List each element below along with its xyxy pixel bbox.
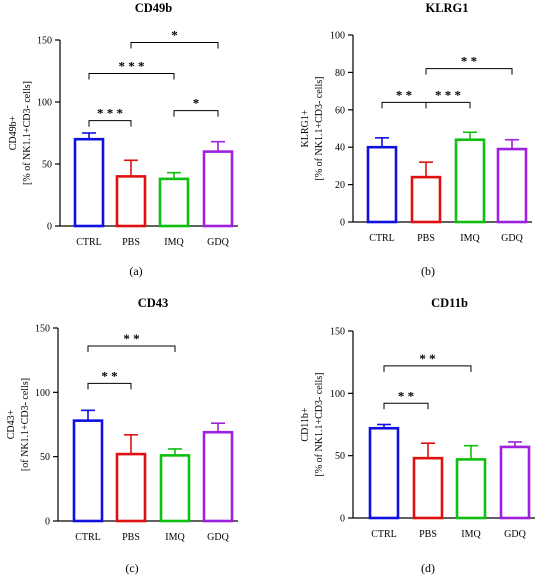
chart-panel-3: CD43 0 50 100 150 CD43+ [of NK1.1+CD3- cells] C… <box>6 296 238 575</box>
y-tick-label: 0 <box>340 218 345 229</box>
chart-title: CD43 <box>138 296 169 310</box>
bar <box>159 454 191 523</box>
significance-bracket <box>173 110 219 117</box>
x-tick-label: CTRL <box>369 233 395 244</box>
x-tick-label: IMQ <box>460 233 480 244</box>
y-tick-label: 0 <box>45 517 50 528</box>
x-tick-label: PBS <box>417 233 435 244</box>
bar <box>412 456 444 520</box>
significance-bracket <box>425 68 513 75</box>
y-tick-label: 100 <box>330 31 345 42</box>
significance-bracket <box>88 120 132 127</box>
significance-bracket <box>383 402 429 410</box>
y-tick-label: 150 <box>35 324 50 335</box>
significance-bracket <box>425 101 471 109</box>
significance-bracket <box>383 365 472 372</box>
y-tick-label: 150 <box>37 36 52 47</box>
bar <box>496 147 528 224</box>
x-tick-label: PBS <box>122 237 140 248</box>
chart-title: CD11b <box>431 296 468 310</box>
chart-title: KLRG1 <box>425 1 468 15</box>
bar <box>158 177 190 228</box>
chart-title: CD49b <box>135 1 173 15</box>
significance-label: * * <box>461 54 477 69</box>
y-tick-label: 40 <box>335 143 345 154</box>
x-tick-label: IMQ <box>461 529 481 540</box>
y-tick-label: 50 <box>40 452 50 463</box>
x-tick-label: CTRL <box>371 529 397 540</box>
x-tick-label: GDQ <box>207 237 229 248</box>
y-axis-label-line2: [% of NK1.1+CD3- cells] <box>314 77 325 181</box>
significance-label: * * * <box>119 58 145 73</box>
significance-label: * <box>193 96 200 111</box>
y-tick-label: 100 <box>330 389 345 400</box>
y-tick-label: 60 <box>335 105 345 116</box>
chart-panel-2: KLRG1 0 20 40 60 80 100 KLRG1+ [% of NK1.1+CD3- … <box>300 1 532 278</box>
significance-label: * * <box>419 351 435 366</box>
x-tick-label: GDQ <box>504 529 526 540</box>
x-tick-label: PBS <box>122 532 140 543</box>
x-tick-label: CTRL <box>75 532 101 543</box>
y-axis-label: CD43+ <box>6 409 17 439</box>
y-tick-label: 150 <box>330 327 345 338</box>
significance-label: * * <box>123 331 139 346</box>
bar <box>454 138 486 224</box>
bar <box>455 458 487 520</box>
y-tick-label: 100 <box>35 388 50 399</box>
x-tick-label: GDQ <box>501 233 523 244</box>
y-tick-label: 80 <box>335 68 345 79</box>
y-tick-label: 0 <box>47 222 52 233</box>
bar <box>73 137 105 228</box>
significance-label: * * <box>398 388 414 403</box>
y-axis-label: CD49b+ <box>8 115 19 150</box>
significance-bracket <box>130 41 219 49</box>
significance-label: * * * <box>97 106 123 121</box>
y-tick-label: 50 <box>335 451 345 462</box>
significance-label: * * * <box>435 87 461 102</box>
bar <box>499 445 531 520</box>
significance-bracket <box>88 72 175 80</box>
significance-bracket <box>381 101 427 109</box>
significance-label: * * <box>396 87 412 102</box>
y-axis-label-line2: [of NK1.1+CD3- cells] <box>20 378 31 471</box>
bar <box>72 419 104 523</box>
significance-label: * <box>171 27 178 42</box>
significance-bracket <box>87 382 132 390</box>
bar <box>202 430 234 523</box>
chart-panel-1: CD49b 0 50 100 150 CD49b+ [% of NK1.1+CD3- cel… <box>8 1 238 278</box>
y-axis-label: KLRG1+ <box>300 109 311 147</box>
bar <box>410 175 442 224</box>
bar <box>115 175 147 228</box>
bar <box>366 145 398 224</box>
y-axis-label-line2: [% of NK1.1+CD3- cells] <box>314 373 325 477</box>
significance-bracket <box>87 345 176 353</box>
x-tick-label: IMQ <box>164 237 184 248</box>
panel-label: (d) <box>421 561 435 575</box>
y-tick-label: 0 <box>340 514 345 525</box>
bar <box>115 452 147 523</box>
bar <box>202 150 234 228</box>
x-tick-label: GDQ <box>207 532 229 543</box>
y-axis-label: CD11b+ <box>300 407 311 442</box>
y-tick-label: 20 <box>335 180 345 191</box>
x-tick-label: IMQ <box>165 532 185 543</box>
x-tick-label: CTRL <box>76 237 102 248</box>
y-tick-label: 50 <box>42 160 52 171</box>
panel-label: (a) <box>129 264 142 278</box>
panel-label: (c) <box>125 561 138 575</box>
significance-label: * * <box>101 368 117 383</box>
y-axis-label-line2: [% of NK1.1+CD3- cells] <box>22 81 33 185</box>
x-tick-label: PBS <box>419 529 437 540</box>
bar <box>368 426 400 520</box>
chart-panel-4: CD11b 0 50 100 150 CD11b+ [% of NK1.1+CD3- cel… <box>300 296 535 575</box>
y-tick-label: 100 <box>37 98 52 109</box>
panel-label: (b) <box>421 264 435 278</box>
